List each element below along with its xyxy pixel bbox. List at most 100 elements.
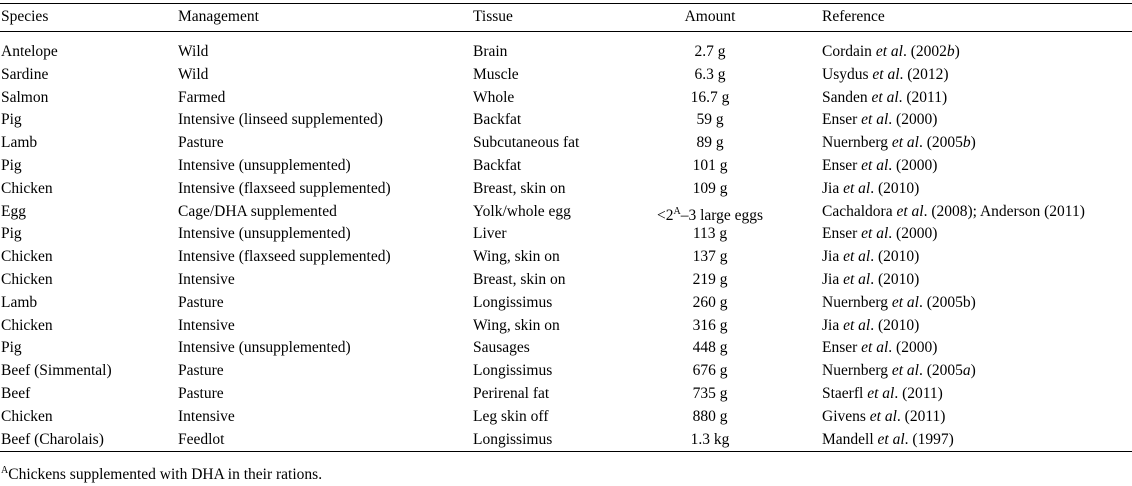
table-row: Lamb Pasture Subcutaneous fat 89 g Nuernberg…: [0, 131, 1132, 154]
cell-species: Beef: [1, 385, 31, 402]
cell-reference-segment: Jia: [822, 316, 844, 334]
cell-reference-segment: b: [946, 43, 955, 60]
table-row: Beef Pasture Perirenal fat 735 g Staerfl et …: [0, 382, 1132, 405]
table-row: Beef (Simmental) Pasture Longissimus 676 g N…: [0, 359, 1132, 382]
cell-species: Egg: [1, 202, 26, 220]
cell-reference-segment: . (2011): [896, 407, 946, 425]
cell-reference-segment: . (2000): [888, 111, 938, 129]
cell-reference-segment: . (2005: [919, 362, 963, 380]
cell-management: Wild: [178, 43, 209, 60]
cell-reference-segment: . (2011): [894, 385, 943, 402]
cell-reference-segment: Staerfl: [822, 385, 868, 402]
table-row: Chicken Intensive Wing, skin on 316 g Jia et…: [0, 314, 1132, 337]
table-row: Pig Intensive (unsupplemented) Liver 113 g E…: [0, 222, 1132, 245]
cell-tissue: Wing, skin on: [473, 248, 560, 266]
cell-reference-segment: ): [954, 43, 960, 60]
cell-reference-segment: et al: [872, 65, 900, 83]
cell-tissue: Backfat: [473, 157, 522, 174]
cell-reference-segment: et al: [891, 362, 919, 380]
cell-reference-segment: . (2002: [902, 43, 947, 60]
cell-management: Farmed: [178, 88, 226, 106]
cell-species: Beef (Simmental): [1, 362, 112, 380]
cell-reference-segment: Enser: [822, 339, 862, 357]
cell-reference: Mandell et al. (1997): [822, 428, 954, 451]
cell-reference: Nuernberg et al. (2005b): [822, 131, 976, 154]
cell-tissue: Muscle: [473, 65, 519, 83]
cell-management: Feedlot: [178, 430, 225, 448]
cell-tissue: Subcutaneous fat: [473, 134, 580, 152]
cell-reference: Jia et al. (2010): [822, 268, 919, 291]
cell-amount: 6.3 g: [694, 65, 726, 83]
cell-reference-segment: et al: [861, 339, 889, 357]
cell-reference-segment: et al: [869, 407, 897, 425]
cell-reference-segment: . (2012): [899, 65, 949, 83]
header-species: Species: [1, 8, 49, 25]
table-row: Beef (Charolais) Feedlot Longissimus 1.3 kg…: [0, 428, 1132, 451]
cell-reference: Enser et al. (2000): [822, 222, 937, 245]
cell-management: Intensive (unsupplemented): [178, 339, 351, 357]
cell-reference: Sanden et al. (2011): [822, 86, 947, 109]
cell-amount: 101 g: [692, 157, 728, 174]
table-row: Pig Intensive (unsupplemented) Sausages 448…: [0, 336, 1132, 359]
cell-amount: 219 g: [692, 271, 728, 288]
cell-reference-segment: . (2010): [870, 248, 920, 266]
cell-management: Pasture: [178, 362, 224, 380]
cell-management: Intensive (flaxseed supplemented): [178, 179, 391, 197]
cell-reference-segment: . (2000): [888, 225, 938, 243]
cell-reference-segment: et al: [875, 43, 903, 60]
cell-reference: Nuernberg et al. (2005b): [822, 291, 976, 314]
header-reference: Reference: [822, 8, 885, 25]
cell-reference-segment: . (2005: [919, 134, 963, 152]
cell-tissue: Leg skin off: [473, 407, 549, 425]
cell-management: Intensive (linseed supplemented): [178, 111, 383, 129]
table-row: Lamb Pasture Longissimus 260 g Nuernberg et …: [0, 291, 1132, 314]
cell-reference-segment: Enser: [822, 225, 862, 243]
cell-amount-segment: <2: [656, 206, 674, 224]
cell-amount-segment: A: [673, 205, 681, 217]
cell-reference-segment: Cordain: [822, 43, 876, 60]
cell-reference-segment: Sanden: [822, 88, 872, 106]
table-top-rule: [0, 3, 1132, 4]
cell-reference: Staerfl et al. (2011): [822, 382, 943, 405]
cell-tissue: Breast, skin on: [473, 271, 566, 288]
cell-species: Lamb: [1, 134, 38, 152]
footnote-text: Chickens supplemented with DHA in their …: [8, 466, 323, 484]
cell-reference-segment: et al: [843, 316, 871, 334]
cell-reference-segment: et al: [871, 88, 899, 106]
cell-amount: 137 g: [692, 248, 728, 266]
table-row: Chicken Intensive (flaxseed supplemented)…: [0, 245, 1132, 268]
cell-reference-segment: Nuernberg: [822, 293, 892, 311]
cell-tissue: Breast, skin on: [473, 179, 566, 197]
cell-amount: 880 g: [692, 407, 728, 425]
cell-amount: 260 g: [692, 293, 728, 311]
cell-reference-segment: et al: [861, 157, 889, 174]
cell-reference-segment: et al: [891, 134, 919, 152]
cell-reference-segment: Jia: [822, 248, 844, 266]
cell-reference-segment: et al: [877, 430, 905, 448]
cell-management: Intensive: [178, 316, 235, 334]
cell-reference-segment: Jia: [822, 271, 844, 288]
cell-reference: Jia et al. (2010): [822, 177, 919, 200]
cell-management: Pasture: [178, 293, 224, 311]
cell-amount: 2.7 g: [694, 43, 726, 60]
cell-amount: 1.3 kg: [690, 430, 730, 448]
cell-management: Intensive (flaxseed supplemented): [178, 248, 391, 266]
cell-reference-segment: . (2010): [870, 271, 920, 288]
cell-reference: Jia et al. (2010): [822, 245, 919, 268]
cell-reference-segment: Nuernberg: [822, 134, 892, 152]
cell-species: Chicken: [1, 248, 53, 266]
cell-reference-segment: b: [962, 134, 971, 152]
cell-reference-segment: . (2000): [888, 339, 938, 357]
cell-reference-segment: . (2010): [870, 316, 920, 334]
cell-management: Intensive (unsupplemented): [178, 157, 351, 174]
cell-tissue: Longissimus: [473, 362, 553, 380]
header-rule: [0, 31, 1132, 32]
cell-tissue: Liver: [473, 225, 507, 243]
cell-amount: 113 g: [692, 225, 728, 243]
cell-reference-segment: Mandell: [822, 430, 878, 448]
cell-amount: 735 g: [692, 385, 728, 402]
cell-species: Pig: [1, 111, 22, 129]
cell-management: Intensive: [178, 407, 235, 425]
cell-species: Chicken: [1, 316, 53, 334]
cell-amount: 676 g: [692, 362, 728, 380]
